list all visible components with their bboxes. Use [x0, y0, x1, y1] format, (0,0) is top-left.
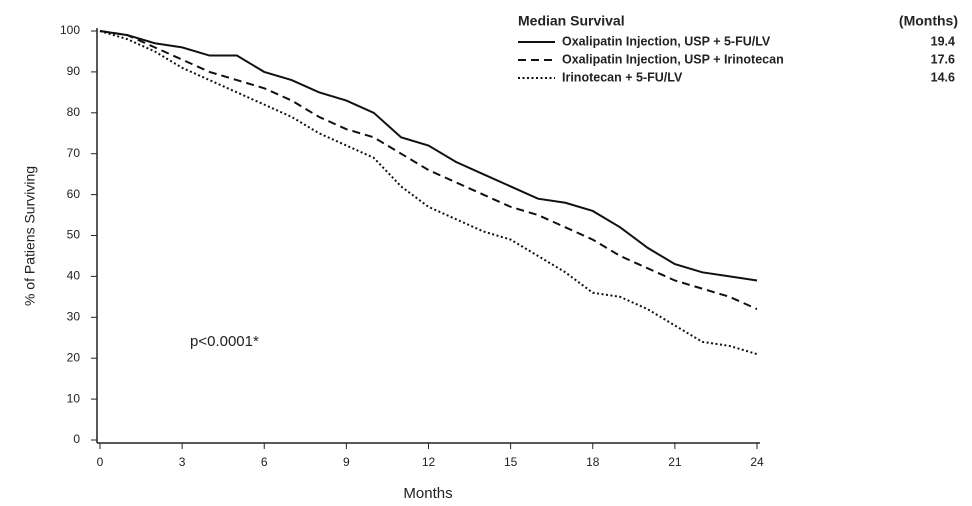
y-tick-label: 80	[67, 105, 81, 119]
x-tick-label: 12	[422, 455, 436, 469]
x-tick-label: 0	[97, 455, 104, 469]
y-tick-label: 0	[73, 432, 80, 446]
y-tick-label: 20	[67, 350, 81, 364]
x-tick-label: 15	[504, 455, 518, 469]
x-tick-label: 6	[261, 455, 268, 469]
x-tick-label: 3	[179, 455, 186, 469]
legend-label: Irinotecan + 5-FU/LV	[562, 70, 683, 84]
legend-label: Oxalipatin Injection, USP + Irinotecan	[562, 52, 784, 66]
x-axis-label: Months	[403, 485, 452, 502]
x-tick-label: 24	[750, 455, 764, 469]
y-tick-label: 30	[67, 309, 81, 323]
x-tick-label: 21	[668, 455, 682, 469]
y-tick-label: 60	[67, 187, 81, 201]
legend-median: 14.6	[931, 70, 955, 84]
y-tick-label: 50	[67, 228, 81, 242]
annotation: p<0.0001*	[190, 333, 259, 350]
legend-label: Oxalipatin Injection, USP + 5-FU/LV	[562, 34, 771, 48]
legend-median: 17.6	[931, 52, 955, 66]
x-tick-label: 18	[586, 455, 600, 469]
y-tick-label: 100	[60, 23, 80, 37]
survival-line	[99, 30, 758, 282]
y-axis-label: % of Patiens Surviving	[22, 166, 38, 306]
legend-median: 19.4	[931, 34, 955, 48]
y-tick-label: 70	[67, 146, 81, 160]
y-tick-label: 90	[67, 64, 81, 78]
y-tick-label: 40	[67, 269, 81, 283]
legend-unit: (Months)	[899, 13, 958, 29]
x-tick-label: 9	[343, 455, 350, 469]
survival-line	[99, 30, 758, 311]
y-tick-label: 10	[67, 391, 81, 405]
legend-title: Median Survival	[518, 13, 625, 29]
